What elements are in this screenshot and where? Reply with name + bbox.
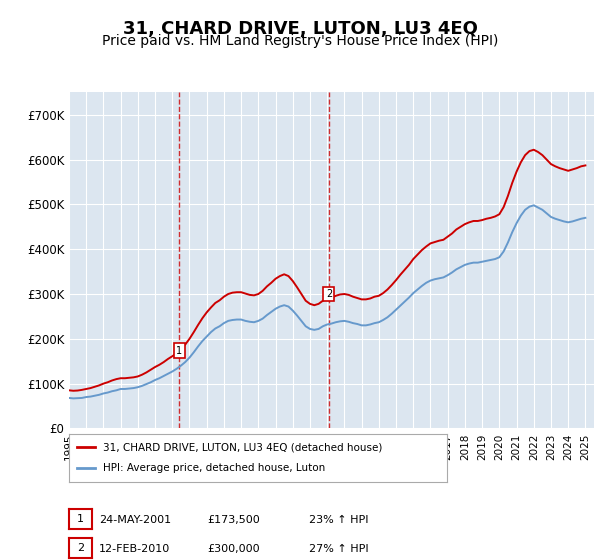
- Text: £173,500: £173,500: [207, 515, 260, 525]
- Text: 31, CHARD DRIVE, LUTON, LU3 4EQ (detached house): 31, CHARD DRIVE, LUTON, LU3 4EQ (detache…: [103, 442, 382, 452]
- Text: 24-MAY-2001: 24-MAY-2001: [99, 515, 171, 525]
- Text: Price paid vs. HM Land Registry's House Price Index (HPI): Price paid vs. HM Land Registry's House …: [102, 34, 498, 48]
- Text: 2: 2: [77, 543, 84, 553]
- Text: 2: 2: [326, 289, 332, 299]
- Text: 12-FEB-2010: 12-FEB-2010: [99, 544, 170, 554]
- Text: 31, CHARD DRIVE, LUTON, LU3 4EQ: 31, CHARD DRIVE, LUTON, LU3 4EQ: [122, 20, 478, 38]
- Text: 23% ↑ HPI: 23% ↑ HPI: [309, 515, 368, 525]
- Text: HPI: Average price, detached house, Luton: HPI: Average price, detached house, Luto…: [103, 463, 325, 473]
- Text: 1: 1: [176, 346, 182, 356]
- Text: £300,000: £300,000: [207, 544, 260, 554]
- Text: 27% ↑ HPI: 27% ↑ HPI: [309, 544, 368, 554]
- Text: 1: 1: [77, 514, 84, 524]
